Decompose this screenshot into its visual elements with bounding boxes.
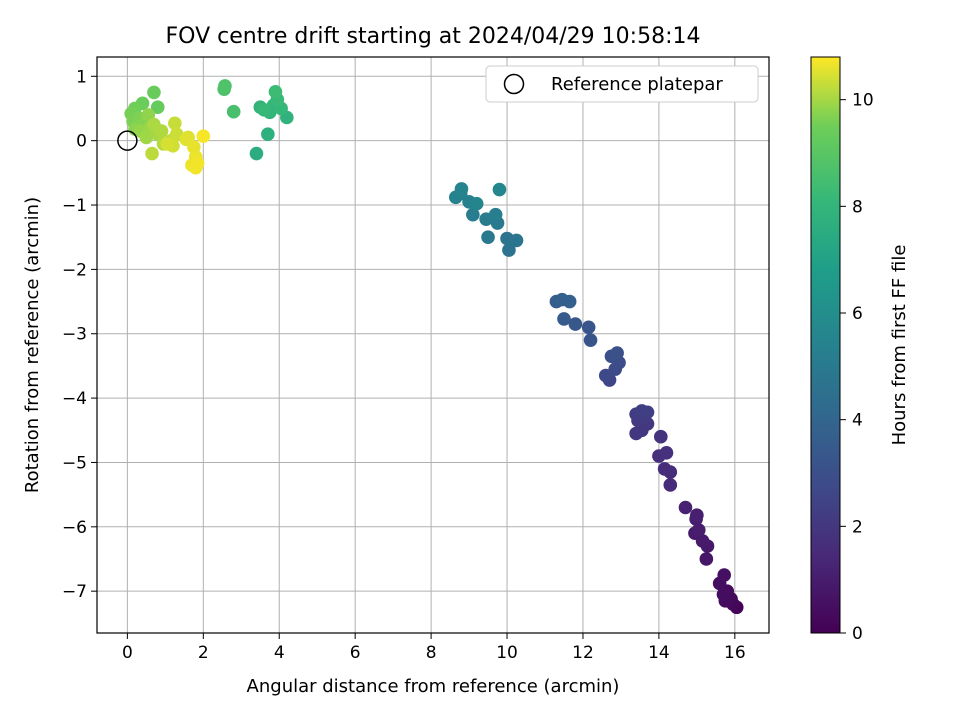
x-tick-label: 6 [350,643,361,663]
y-axis-label: Rotation from reference (arcmin) [22,197,43,493]
data-point [557,312,571,326]
data-point [502,243,516,257]
data-point [610,346,624,360]
data-point [663,478,678,492]
data-point [249,146,264,161]
x-axis-label: Angular distance from reference (arcmin) [247,676,620,697]
data-point [160,137,175,151]
data-point [481,230,495,245]
data-point [690,508,704,523]
x-tick-label: 8 [426,643,437,663]
data-point [659,445,674,460]
grid-lines [97,57,769,633]
data-point [454,182,469,196]
colorbar-tick-label: 8 [852,197,863,217]
y-tick-label: −4 [62,389,87,409]
x-axis-ticks: 0 2 4 6 8 10 12 14 16 [122,633,746,663]
data-point [717,568,731,582]
data-point [226,104,241,119]
x-tick-label: 10 [496,643,518,663]
x-tick-label: 0 [122,643,133,663]
data-point [268,84,283,99]
data-point [257,102,271,117]
data-point [562,294,577,309]
data-point [150,100,165,114]
y-tick-label: −6 [62,518,87,538]
reference-point [117,130,138,151]
y-tick-label: −3 [62,325,87,345]
legend-reference-marker [503,73,525,95]
data-point [568,317,583,331]
data-point [583,333,598,347]
data-point [581,320,596,335]
y-tick-label: 1 [76,67,87,87]
colorbar-tick-label: 2 [852,517,863,537]
colorbar-gradient [810,56,841,634]
colorbar-label: Hours from first FF file [889,245,910,446]
x-tick-label: 12 [572,643,594,663]
legend: Reference platepar [485,65,759,103]
x-tick-label: 16 [724,643,746,663]
data-point [469,196,484,211]
colorbar-tick-label: 4 [852,411,863,431]
data-point [488,207,503,222]
plot-area-frame [96,56,770,634]
data-point [261,127,275,142]
colorbar-tick-label: 0 [852,624,863,644]
data-point [147,85,161,100]
y-tick-label: −7 [62,582,87,602]
data-points [124,79,744,615]
y-tick-label: −2 [62,260,87,280]
data-point [657,462,672,476]
colorbar-tick-label: 6 [852,304,863,324]
legend-box [485,65,759,103]
x-tick-label: 4 [274,643,285,663]
y-tick-label: −5 [62,453,87,473]
data-point [466,207,480,222]
data-point [154,124,169,138]
y-tick-label: −1 [62,196,87,216]
x-tick-label: 2 [198,643,209,663]
data-point [145,146,159,161]
data-point [168,116,182,131]
data-point [190,156,205,170]
y-axis-ticks: 1 0 −1 −2 −3 −4 −5 −6 −7 [62,67,97,602]
data-point [598,368,613,383]
data-point [139,130,154,145]
data-point [653,429,668,444]
data-point [218,79,232,93]
x-tick-label: 14 [648,643,670,663]
data-point [635,404,649,418]
data-point [699,552,714,566]
colorbar-tick-label: 10 [852,91,874,111]
reference-point-marker [117,130,138,151]
data-point [492,182,507,197]
data-point [716,587,731,602]
data-point [509,233,524,248]
chart-title: FOV centre drift starting at 2024/04/29 … [166,24,701,49]
data-point [678,500,693,515]
y-tick-label: 0 [76,132,87,152]
colorbar: 0 2 4 6 8 10 Hours from first FF file [810,56,910,644]
data-point [691,523,706,537]
data-point [196,129,211,143]
colorbar-ticks: 0 2 4 6 8 10 [840,91,874,644]
legend-entry-reference-platepar: Reference platepar [551,74,723,95]
